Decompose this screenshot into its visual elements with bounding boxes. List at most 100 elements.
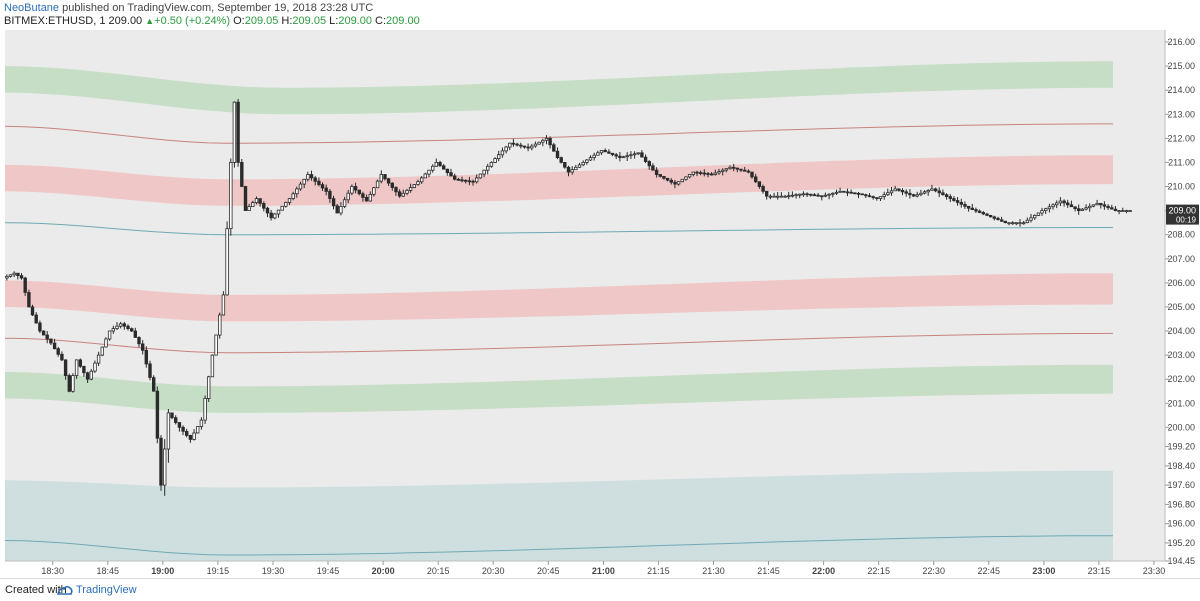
candle-body — [787, 195, 791, 198]
candle-body — [45, 334, 49, 340]
candle — [41, 330, 46, 336]
candle-body — [522, 145, 527, 148]
candle-body — [430, 165, 435, 171]
candle-body — [684, 176, 688, 180]
candle — [647, 160, 651, 170]
price-change: +0.50 (+0.24%) — [154, 15, 231, 27]
candle — [19, 273, 24, 280]
candle-body — [911, 194, 916, 197]
x-tick: 18:45 — [97, 561, 119, 576]
candle-body — [148, 363, 152, 378]
price-axis[interactable] — [1165, 30, 1200, 561]
candle-body — [221, 294, 226, 316]
candle-body — [394, 187, 398, 193]
candle-body — [265, 207, 270, 214]
y-tick: 215.00 — [1165, 61, 1195, 71]
candle — [867, 193, 872, 198]
candle-body — [566, 166, 571, 173]
candle — [438, 160, 442, 167]
y-tick-label: 199.20 — [1167, 442, 1195, 452]
candle-body — [251, 202, 255, 208]
candle — [515, 142, 519, 147]
candle-body — [985, 213, 989, 216]
candle-body — [713, 172, 717, 175]
candle-body — [192, 432, 196, 440]
candle — [287, 198, 292, 205]
candle — [269, 209, 273, 221]
candle — [625, 152, 629, 161]
high-value: 209.05 — [292, 15, 327, 27]
candle — [559, 156, 563, 164]
candle-body — [794, 194, 798, 197]
y-tick: 205.00 — [1165, 302, 1195, 312]
candle — [574, 164, 578, 171]
y-tick: 197.60 — [1165, 480, 1195, 490]
countdown-label-text: 00:19 — [1176, 216, 1197, 225]
candle — [1033, 214, 1037, 220]
candle — [298, 181, 303, 191]
candle — [416, 179, 420, 186]
open-value: 209.05 — [244, 15, 279, 27]
candle — [320, 182, 325, 191]
candle — [798, 193, 802, 199]
candle-body — [214, 334, 218, 356]
candle-body — [441, 165, 446, 170]
y-tick: 202.00 — [1165, 374, 1195, 384]
candle-body — [948, 196, 952, 199]
band-red-2 — [5, 273, 1113, 322]
candle — [401, 189, 405, 197]
price-chart[interactable]: 216.00 215.00 214.00 213.00 212.00 211.00 210.… — [0, 0, 1200, 578]
candle — [199, 417, 204, 430]
candle-body — [1014, 222, 1018, 225]
candle — [519, 142, 523, 149]
candle-body — [563, 161, 567, 168]
candle-body — [364, 196, 369, 202]
y-tick-label: 210.00 — [1167, 182, 1195, 192]
candle — [632, 151, 637, 159]
candle-body — [871, 196, 875, 199]
candle-body — [19, 275, 24, 279]
candle — [104, 337, 108, 348]
y-tick: 199.20 — [1165, 442, 1195, 452]
candle-body — [974, 209, 978, 212]
x-tick-label: 21:00 — [592, 566, 615, 576]
tradingview-brand[interactable]: TradingView — [76, 584, 137, 596]
candle — [669, 178, 673, 185]
candle — [1095, 199, 1099, 206]
candle — [790, 191, 795, 198]
candle — [1069, 200, 1074, 208]
candle-body — [607, 151, 611, 154]
candle-body — [1077, 208, 1081, 211]
candle — [871, 195, 875, 200]
candle — [1106, 204, 1110, 210]
candle-body — [1124, 210, 1129, 213]
x-tick-label: 23:00 — [1032, 566, 1055, 576]
candle-body — [78, 359, 82, 367]
candle — [463, 179, 468, 184]
author-name[interactable]: NeoButane — [4, 2, 60, 14]
candle-body — [280, 205, 284, 211]
candle — [834, 189, 839, 195]
candle-body — [992, 216, 996, 219]
candle-body — [838, 190, 842, 193]
candle-body — [463, 179, 468, 182]
candle-body — [783, 195, 787, 198]
candle — [691, 171, 695, 177]
candle — [662, 175, 666, 180]
candle-body — [166, 412, 171, 450]
candle-body — [357, 189, 361, 195]
candle-body — [930, 188, 934, 191]
candle-body — [162, 448, 167, 486]
candle-body — [287, 198, 292, 203]
candle — [636, 152, 640, 156]
symbol-label: BITMEX:ETHUSD, 1 — [4, 15, 106, 27]
candle — [900, 188, 905, 196]
candle-body — [1088, 205, 1092, 209]
candle — [122, 321, 126, 330]
candle — [783, 194, 787, 198]
time-axis[interactable] — [0, 562, 1165, 578]
candle-body — [350, 186, 354, 194]
candle-body — [735, 167, 740, 170]
candle-body — [452, 175, 457, 180]
candle-body — [104, 338, 108, 348]
